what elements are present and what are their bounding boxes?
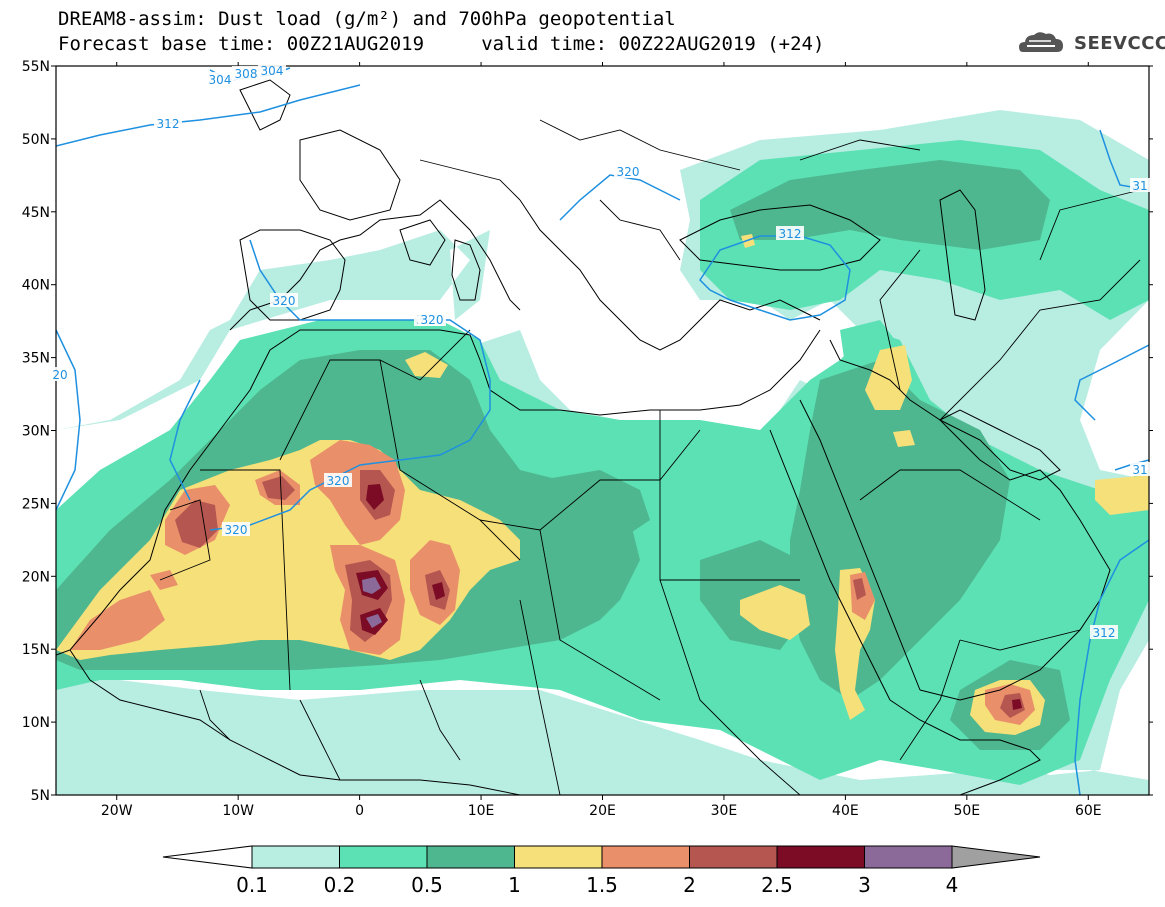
colorbar-arrow-left: [162, 845, 253, 869]
contour-label: 20: [50, 367, 70, 382]
lon-label: 20W: [101, 803, 133, 819]
contour-label-text: 320: [327, 474, 350, 488]
dust-level-3: [362, 577, 382, 628]
map-title: DREAM8-assim: Dust load (g/m²) and 700hP…: [58, 8, 676, 30]
lon-label: 50E: [953, 803, 980, 819]
contour-label: 31: [1130, 462, 1150, 477]
colorbar-tick-label: 2.5: [761, 873, 793, 897]
contour-label: 320: [614, 164, 642, 179]
lat-label: 30N: [22, 424, 50, 440]
lon-label: 30E: [711, 803, 738, 819]
contour-label: 320: [270, 293, 298, 308]
colorbar-swatch: [864, 845, 953, 869]
contour-label-text: 304: [209, 73, 232, 87]
contour-label-text: 312: [157, 117, 180, 131]
lon-label: 20E: [589, 803, 616, 819]
contour-label: 304: [258, 63, 286, 78]
contour-label: 320: [222, 522, 250, 537]
contour-label: 312: [776, 226, 804, 241]
seevccc-logo-cloud-icon: [1019, 32, 1063, 52]
colorbar-tick-label: 3: [858, 873, 871, 897]
lat-label: 20N: [22, 569, 50, 585]
lat-label: 5N: [31, 788, 50, 804]
lon-label: 0: [355, 803, 364, 819]
colorbar-swatch: [514, 845, 603, 869]
contour-label-text: 304: [261, 64, 284, 78]
colorbar-tick-label: 0.1: [236, 873, 268, 897]
lat-label: 35N: [22, 351, 50, 367]
colorbar-tick-label: 2: [683, 873, 696, 897]
lat-label: 10N: [22, 715, 50, 731]
contour-label: 304: [206, 72, 234, 87]
contour-label-text: 20: [52, 368, 67, 382]
contour-label-text: 312: [779, 227, 802, 241]
contour-label-text: 31: [1132, 179, 1147, 193]
lat-label: 50N: [22, 132, 50, 148]
contour-labels: 3123203203203203203123123043083043203131…: [50, 63, 1150, 640]
country-borders: [159, 119, 1141, 795]
colorbar-swatch: [689, 845, 778, 869]
contour-label: 312: [154, 116, 182, 131]
contour-label-text: 320: [421, 313, 444, 327]
lat-label: 40N: [22, 278, 50, 294]
contour-label-text: 312: [1093, 626, 1116, 640]
dust-load-field: [56, 66, 1149, 795]
contour-label: 31: [1130, 178, 1150, 193]
coastlines: [56, 79, 1111, 795]
lat-label: 45N: [22, 205, 50, 221]
colorbar-arrow-right: [951, 845, 1041, 869]
colorbar-swatch: [601, 845, 690, 869]
contour-label-text: 320: [617, 165, 640, 179]
axis-labels: 55N 50N 45N 40N 35N 30N 25N 20N 15N 10N 5N 20W 10W 0 1…: [22, 59, 1153, 819]
seevccc-logo-text: SEEVCCC: [1074, 33, 1165, 54]
contour-label-text: 31: [1132, 463, 1147, 477]
contour-label: 312: [1090, 625, 1118, 640]
contour-label-text: 320: [273, 294, 296, 308]
contour-label: 320: [324, 473, 352, 488]
contour-label-text: 308: [235, 67, 258, 81]
lon-label: 10E: [468, 803, 495, 819]
colorbar-tick-label: 1.5: [586, 873, 618, 897]
colorbar-tick-label: 0.5: [411, 873, 443, 897]
lat-label: 55N: [22, 59, 50, 75]
colorbar-swatch: [776, 845, 865, 869]
colorbar-swatch: [339, 845, 428, 869]
colorbar-tick-label: 4: [946, 873, 959, 897]
contour-label: 308: [232, 66, 260, 81]
colorbar-swatch: [251, 845, 340, 869]
lon-label: 40E: [832, 803, 859, 819]
lat-label: 15N: [22, 642, 50, 658]
colorbar-tick-label: 1: [508, 873, 521, 897]
contour-label: 320: [418, 312, 446, 327]
colorbar-tick-label: 0.2: [324, 873, 356, 897]
lon-label: 10W: [222, 803, 254, 819]
lon-label: 60E: [1075, 803, 1102, 819]
lat-label: 25N: [22, 496, 50, 512]
contour-label-text: 320: [225, 523, 248, 537]
dust-level-1: [56, 234, 1149, 735]
map-subtitle-times: Forecast base time: 00Z21AUG2019 valid t…: [58, 33, 825, 55]
colorbar-swatch: [426, 845, 515, 869]
